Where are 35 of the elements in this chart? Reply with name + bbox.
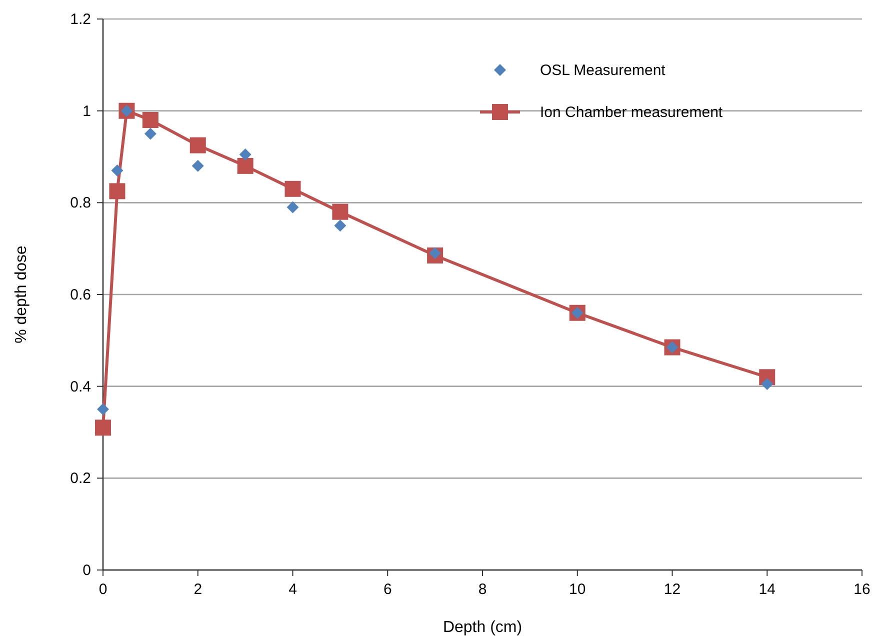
x-tick-label: 6 [383,581,392,598]
point [142,112,158,128]
x-tick-label: 0 [98,581,108,598]
x-tick-label: 8 [478,581,487,598]
point [286,201,299,214]
y-tick-label: 0.2 [70,470,91,488]
y-tick-label: 0.8 [70,194,91,212]
x-tick-label: 12 [664,581,681,598]
x-axis-title: Depth (cm) [442,619,522,636]
point [334,220,346,232]
x-tick-label: 2 [194,581,202,598]
point [237,158,254,174]
point [761,378,774,390]
point [111,164,124,177]
legend-label: Ion Chamber measurement [540,104,724,121]
point [190,137,206,154]
legend-label: OSL Measurement [540,62,666,79]
y-tick-label: 1 [82,102,91,120]
point [109,183,126,200]
point [192,160,204,172]
point [332,204,348,220]
y-tick-label: 0.6 [70,286,91,304]
point [95,420,111,436]
y-tick-label: 0.4 [70,378,91,396]
y-tick-label: 1.2 [70,11,91,28]
x-tick-label: 10 [569,581,586,598]
x-tick-label: 4 [288,581,297,598]
x-tick-label: 14 [758,581,776,598]
x-tick-label: 16 [854,581,870,598]
y-axis-title: % depth dose [13,245,30,344]
point [97,403,109,416]
point [239,148,252,160]
y-tick-label: 0 [82,562,91,579]
point [144,128,156,140]
point [284,180,301,197]
